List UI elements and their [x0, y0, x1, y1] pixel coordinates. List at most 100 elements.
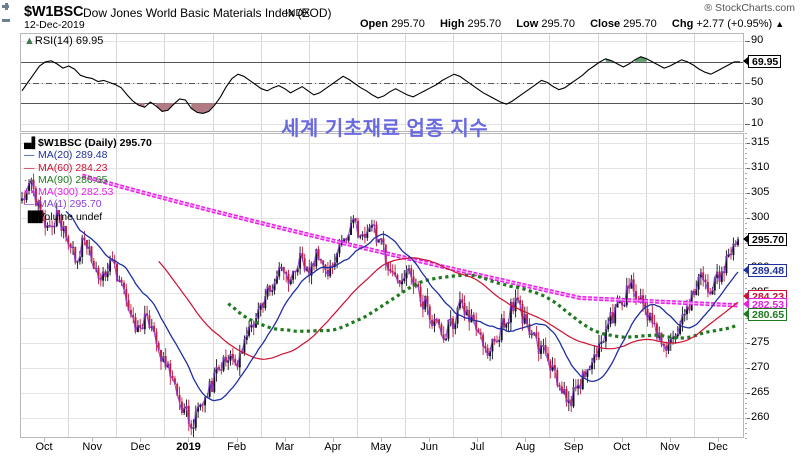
price-minor-tick: [745, 133, 747, 134]
x-axis-tick-mark: [429, 438, 430, 442]
legend-item-label: MA(90) 280.65: [38, 173, 108, 186]
x-axis-tick-label: 2019: [176, 441, 201, 453]
legend-item-label: Volume undef: [38, 210, 103, 223]
legend-item: ▐█▌Volume undef: [24, 211, 152, 223]
rsi-tick-mark: [745, 124, 750, 125]
price-minor-tick: [745, 163, 747, 164]
rsi-panel: [20, 33, 744, 132]
price-value-flag: 289.48: [748, 263, 788, 277]
price-minor-tick: [745, 138, 747, 139]
price-minor-tick: [745, 228, 747, 229]
chg-up-arrow-icon: ▲: [775, 19, 785, 29]
price-minor-tick: [745, 283, 747, 284]
value-flag-pointer: [743, 234, 748, 243]
corner-marker-icon: [5, 3, 8, 10]
legend-item-label: MA(1) 295.70: [38, 198, 102, 211]
price-minor-tick: [745, 318, 747, 319]
high-value: 295.70: [467, 18, 502, 30]
value-flag-pointer: [743, 309, 748, 318]
x-axis-tick-mark: [574, 438, 575, 442]
price-tick-mark: [745, 143, 750, 144]
price-minor-tick: [745, 233, 747, 234]
stockcharts-watermark: ® StockCharts.com: [704, 2, 795, 14]
price-minor-tick: [745, 383, 747, 384]
x-axis-tick-label: Aug: [515, 441, 536, 453]
x-axis-tick-label: May: [370, 441, 392, 453]
x-axis-tick-mark: [140, 438, 141, 442]
low-value: 295.70: [541, 18, 575, 30]
legend-item: ▄▌$W1BSC (Daily) 295.70: [24, 137, 152, 149]
x-axis-tick-mark: [333, 438, 334, 442]
price-minor-tick: [745, 183, 747, 184]
rsi-tick-mark: [745, 83, 750, 84]
x-axis-tick-mark: [477, 438, 478, 442]
price-minor-tick: [745, 333, 747, 334]
korean-annotation: 세계 기초재료 업종 지수: [281, 118, 489, 140]
price-minor-tick: [745, 423, 747, 424]
price-minor-tick: [745, 353, 747, 354]
price-tick-mark: [745, 318, 750, 319]
x-axis-tick-mark: [188, 438, 189, 442]
price-plot: [20, 133, 744, 438]
x-axis-tick-label: Mar: [275, 441, 295, 453]
x-axis-tick-label: Apr: [324, 441, 342, 453]
price-minor-tick: [745, 218, 747, 219]
price-tick-mark: [745, 393, 750, 394]
price-minor-tick: [745, 348, 747, 349]
price-minor-tick: [745, 208, 747, 209]
rsi-legend-label: RSI(14) 69.95: [34, 35, 104, 47]
price-minor-tick: [745, 368, 747, 369]
legend-swatch-icon: ▄▌: [24, 137, 39, 149]
x-axis-tick-mark: [92, 438, 93, 442]
high-label: High: [439, 18, 465, 30]
price-panel: [20, 133, 744, 438]
legend-swatch-icon: · ·: [24, 173, 34, 186]
price-value-flag: 280.65: [748, 307, 788, 321]
price-y-tick: 310: [751, 161, 770, 173]
price-minor-tick: [745, 438, 747, 439]
price-minor-tick: [745, 243, 747, 244]
legend-swatch-icon: —: [24, 198, 35, 211]
price-minor-tick: [745, 188, 747, 189]
price-y-tick: 305: [751, 186, 770, 198]
price-minor-tick: [745, 263, 747, 264]
price-minor-tick: [745, 253, 747, 254]
legend-item-label: MA(300) 282.53: [38, 186, 114, 199]
rsi-y-tick: 90: [751, 34, 764, 47]
legend-item-label: MA(60) 284.23: [38, 161, 108, 174]
x-axis-tick-label: Nov: [660, 441, 680, 453]
x-axis-tick-mark: [44, 438, 45, 442]
price-minor-tick: [745, 373, 747, 374]
legend-swatch-icon: —: [24, 161, 35, 174]
chg-value: +2.77 (+0.95%): [696, 18, 773, 30]
price-tick-mark: [745, 218, 750, 219]
x-axis-tick-label: Dec: [130, 441, 151, 453]
x-axis-tick-label: Feb: [227, 441, 247, 453]
price-minor-tick: [745, 193, 747, 194]
legend-swatch-icon: ▐█▌: [24, 210, 47, 223]
price-tick-mark: [745, 418, 750, 419]
legend-item: ▪ ▪ MA(300) 282.53: [24, 186, 152, 198]
price-minor-tick: [745, 328, 747, 329]
price-minor-tick: [745, 143, 747, 144]
price-minor-tick: [745, 398, 747, 399]
value-flag-pointer: [743, 300, 748, 309]
price-minor-tick: [745, 408, 747, 409]
price-y-tick: 315: [751, 136, 770, 148]
price-minor-tick: [745, 378, 747, 379]
price-minor-tick: [745, 278, 747, 279]
chg-label: Chg: [671, 18, 694, 30]
close-label: Close: [590, 18, 621, 30]
corner-marker-icon: [2, 19, 10, 22]
x-axis-tick-mark: [237, 438, 238, 442]
price-minor-tick: [745, 198, 747, 199]
open-label: Open: [360, 18, 389, 30]
price-tick-mark: [745, 243, 750, 244]
price-minor-tick: [745, 433, 747, 434]
rsi-legend: ▲RSI(14) 69.95: [24, 35, 103, 47]
price-legend: ▄▌$W1BSC (Daily) 295.70— MA(20) 289.48— MA…: [24, 137, 152, 223]
x-axis-tick-label: Oct: [613, 441, 631, 453]
price-value-flag: 295.70: [748, 232, 788, 246]
legend-item: — MA(60) 284.23: [24, 162, 152, 174]
